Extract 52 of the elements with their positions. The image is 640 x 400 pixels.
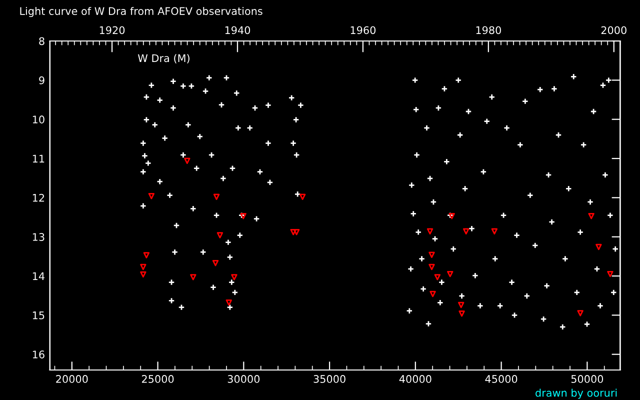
x-tick-label: 50000 bbox=[571, 375, 604, 383]
x2-tick-label: 1960 bbox=[350, 26, 376, 34]
point bbox=[458, 310, 465, 317]
y-tick-label: 11 bbox=[32, 154, 44, 162]
point bbox=[428, 252, 435, 258]
y-tick-label: 10 bbox=[32, 116, 44, 124]
point bbox=[290, 229, 296, 236]
y-tick-label: 15 bbox=[32, 312, 44, 320]
text: drawn by ooruri bbox=[536, 388, 617, 399]
point bbox=[212, 260, 219, 266]
point bbox=[462, 228, 470, 234]
x2-tick-label: 1980 bbox=[476, 26, 501, 34]
point bbox=[607, 270, 614, 278]
x-tick-label: 35000 bbox=[314, 375, 346, 383]
x-tick-label: 45000 bbox=[485, 375, 518, 383]
chart-title: Light curve of W Dra from AFOEV observations bbox=[20, 6, 262, 18]
point bbox=[143, 252, 150, 258]
point bbox=[588, 212, 594, 220]
point bbox=[426, 228, 434, 234]
point bbox=[577, 310, 584, 316]
y-tick-label: 16 bbox=[32, 350, 44, 358]
point bbox=[428, 264, 435, 270]
x-tick-label: 20000 bbox=[56, 375, 88, 383]
point bbox=[434, 274, 441, 280]
point bbox=[293, 229, 300, 236]
point bbox=[491, 228, 498, 234]
point bbox=[430, 290, 436, 298]
y-tick-label: 9 bbox=[39, 76, 44, 84]
annotation: W Dra (M) bbox=[138, 54, 190, 64]
point bbox=[596, 244, 602, 250]
point bbox=[231, 274, 238, 280]
point bbox=[447, 270, 454, 278]
point bbox=[458, 302, 464, 308]
x2-tick-label: 1940 bbox=[225, 26, 250, 34]
y-tick-label: 14 bbox=[32, 272, 44, 280]
point bbox=[299, 194, 306, 200]
y-tick-label: 8 bbox=[39, 37, 44, 46]
y-tick-label: 13 bbox=[32, 233, 44, 241]
point bbox=[148, 193, 155, 200]
point bbox=[213, 194, 220, 200]
point bbox=[190, 274, 196, 280]
x-tick-label: 25000 bbox=[142, 375, 174, 383]
x2-tick-label: 1920 bbox=[100, 26, 125, 34]
point bbox=[226, 300, 232, 306]
x2-tick-label: 2000 bbox=[601, 26, 626, 34]
point bbox=[184, 158, 190, 164]
point bbox=[140, 264, 146, 270]
x-tick-label: 40000 bbox=[399, 375, 432, 383]
point bbox=[216, 232, 224, 238]
point bbox=[140, 271, 146, 278]
x-tick-label: 30000 bbox=[228, 375, 260, 383]
y-tick-label: 12 bbox=[32, 194, 44, 202]
